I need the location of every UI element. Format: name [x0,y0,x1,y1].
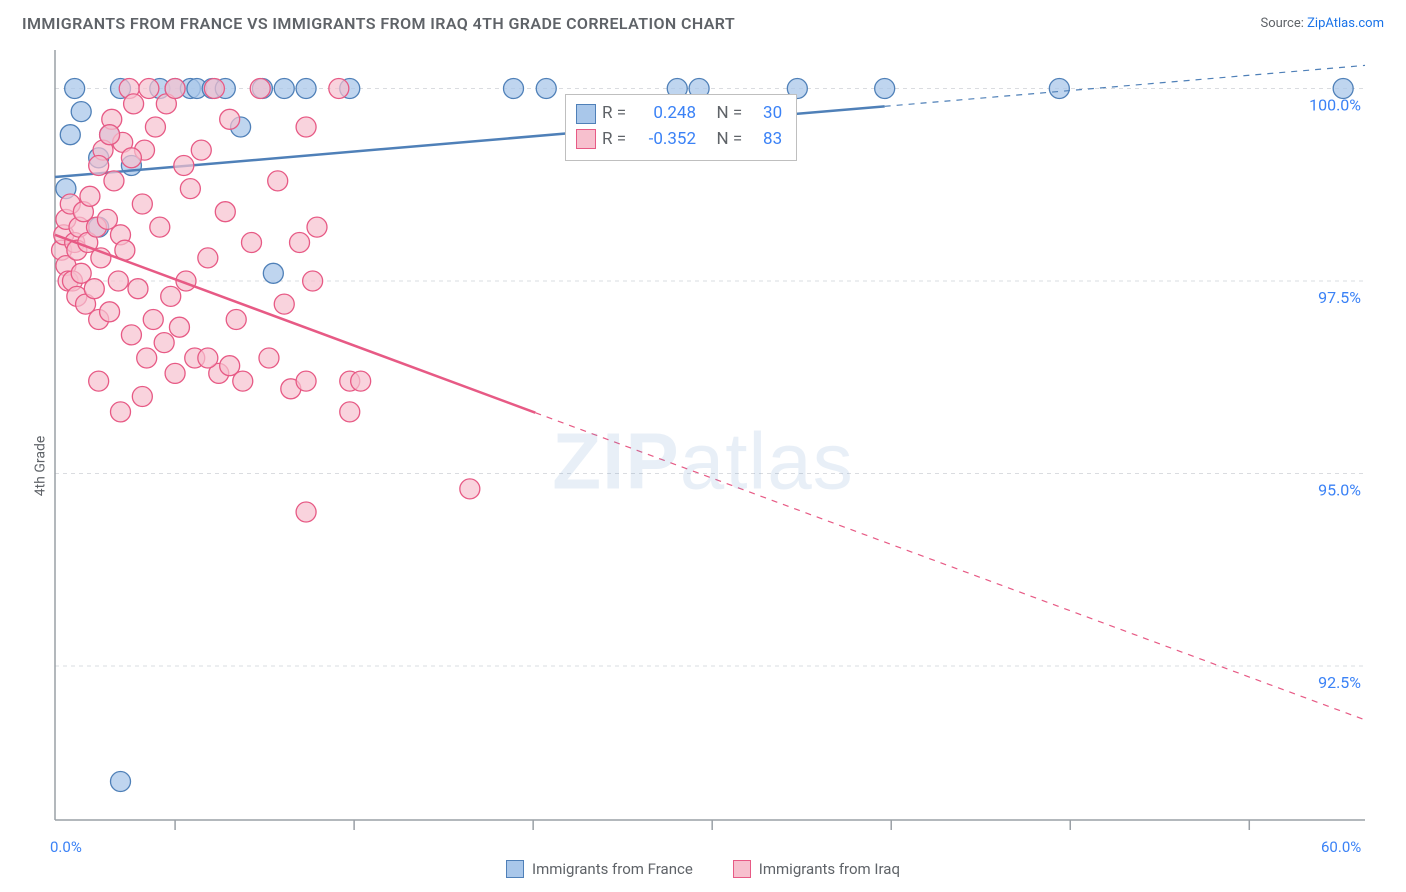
corr-n-value: 83 [748,127,782,153]
chart-area: 4th Grade ZIPatlas 92.5%95.0%97.5%100.0%… [0,40,1406,892]
source-link[interactable]: ZipAtlas.com [1307,16,1384,31]
svg-text:95.0%: 95.0% [1318,481,1361,500]
swatch-icon [733,860,751,878]
legend-item-france: Immigrants from France [506,860,693,878]
corr-r-label: R = [602,101,626,127]
svg-text:97.5%: 97.5% [1318,288,1361,307]
corr-r-label: R = [602,127,626,153]
swatch-icon [576,129,596,149]
legend-label: Immigrants from France [532,860,693,878]
x-axis-max-label: 60.0% [1321,838,1361,856]
legend-item-iraq: Immigrants from Iraq [733,860,900,878]
legend: Immigrants from France Immigrants from I… [0,860,1406,878]
svg-text:92.5%: 92.5% [1318,673,1361,692]
corr-row-iraq: R = -0.352 N = 83 [576,127,782,153]
legend-label: Immigrants from Iraq [759,860,900,878]
corr-n-label: N = [716,127,742,153]
x-axis-min-label: 0.0% [50,838,82,856]
scatter-plot: 92.5% 95.0% 97.5% 100.0% [0,40,1406,892]
corr-r-value: -0.352 [632,127,696,153]
swatch-icon [576,104,596,124]
swatch-icon [506,860,524,878]
corr-r-value: 0.248 [632,101,696,127]
y-axis-label: 4th Grade [32,436,48,497]
source-prefix: Source: [1260,16,1307,31]
correlation-legend: R = 0.248 N = 30 R = -0.352 N = 83 [565,94,797,161]
svg-text:100.0%: 100.0% [1309,96,1361,115]
source-attribution: Source: ZipAtlas.com [1260,16,1384,31]
corr-row-france: R = 0.248 N = 30 [576,101,782,127]
corr-n-value: 30 [748,101,782,127]
chart-title: IMMIGRANTS FROM FRANCE VS IMMIGRANTS FRO… [22,14,735,33]
corr-n-label: N = [716,101,742,127]
